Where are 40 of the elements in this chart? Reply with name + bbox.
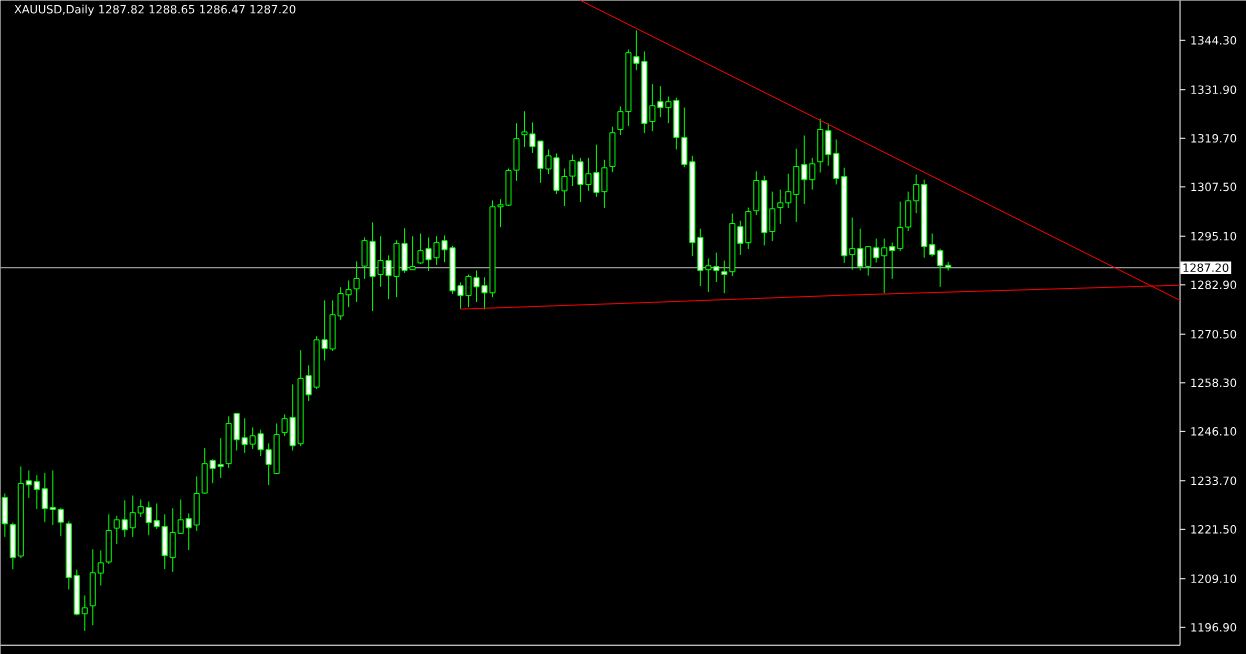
candlestick <box>825 122 832 167</box>
candlestick <box>41 472 48 523</box>
candlestick <box>865 245 872 277</box>
y-tick-label: 1196.90 <box>1191 622 1237 632</box>
ref-line-label: 1287.20 <box>1183 263 1229 272</box>
candlestick <box>153 502 160 530</box>
y-tick-label: 1282.90 <box>1191 280 1237 290</box>
y-tick-label: 1209.10 <box>1191 574 1237 583</box>
candlestick <box>97 549 104 586</box>
candlestick <box>857 228 864 271</box>
y-tick-label: 1233.70 <box>1191 476 1237 485</box>
y-tick-label: 1319.70 <box>1191 133 1237 143</box>
candlestick <box>889 242 896 280</box>
candlestick <box>809 157 816 191</box>
y-tick-label: 1258.30 <box>1191 378 1237 387</box>
y-tick-label: 1307.50 <box>1191 182 1237 192</box>
candlestick <box>25 469 32 499</box>
candlestick <box>929 232 936 257</box>
candlestick <box>57 507 64 537</box>
y-tick-label: 1221.50 <box>1191 524 1237 534</box>
y-tick-label: 1295.10 <box>1191 231 1237 241</box>
candlestick <box>353 260 360 303</box>
candlestick <box>121 499 128 538</box>
candlestick <box>881 238 888 294</box>
candlestick <box>849 216 856 271</box>
chart-title: XAUUSD,Daily 1287.82 1288.65 1286.47 1287.20 <box>14 4 296 16</box>
y-tick-label: 1270.50 <box>1191 329 1237 339</box>
candlestick <box>145 500 152 536</box>
candlestick <box>129 494 136 538</box>
candlestick <box>113 515 120 545</box>
candlestick <box>81 594 88 632</box>
candlestick <box>33 474 40 510</box>
y-tick-label: 1344.30 <box>1191 35 1237 45</box>
candlestick <box>873 238 880 263</box>
candlestick <box>49 469 56 526</box>
y-tick-label: 1331.90 <box>1191 85 1237 94</box>
y-tick-label: 1246.10 <box>1191 427 1237 436</box>
candlestick <box>937 247 944 288</box>
candlestick <box>897 200 904 252</box>
candlestick <box>913 173 920 214</box>
